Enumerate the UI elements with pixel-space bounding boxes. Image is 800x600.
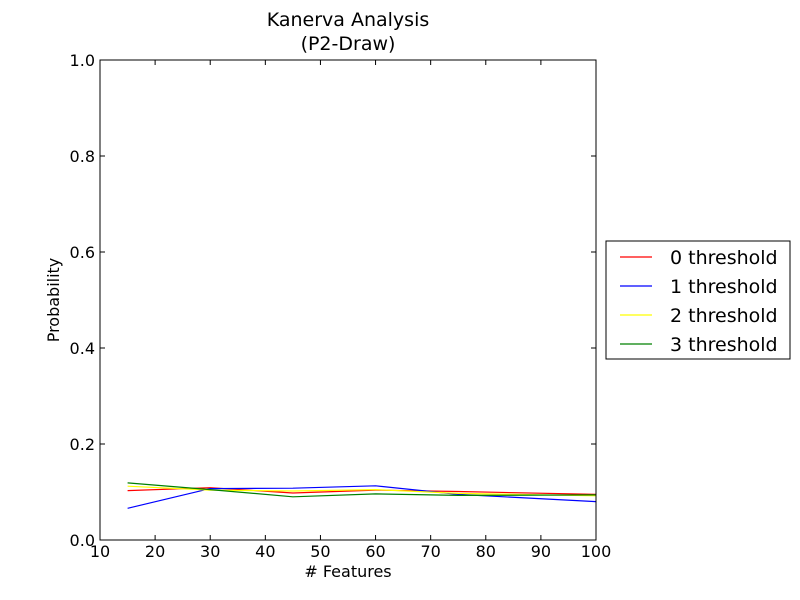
y-tick-label: 0.8 bbox=[70, 147, 95, 166]
series-line-3 bbox=[127, 482, 597, 498]
x-tick-label: 20 bbox=[145, 542, 165, 561]
plot-frame bbox=[99, 59, 597, 541]
plot-area: 10 20 30 40 50 60 70 80 90 100 0.0 0.2 0.4 0.6 0.8 1.0 bbox=[70, 51, 612, 561]
x-axis-label: # Features bbox=[304, 562, 391, 581]
x-tick-label: 10 bbox=[90, 542, 110, 561]
chart-subtitle: (P2-Draw) bbox=[301, 33, 396, 55]
y-tick-label: 0.0 bbox=[70, 531, 95, 550]
y-axis-label: Probability bbox=[44, 258, 63, 343]
legend-label-1: 1 threshold bbox=[670, 276, 778, 298]
series-line-2 bbox=[127, 485, 597, 497]
x-tick-label: 90 bbox=[531, 542, 551, 561]
legend-label-2: 2 threshold bbox=[670, 305, 778, 327]
y-tick-label: 1.0 bbox=[70, 51, 95, 70]
legend: 0 threshold 1 threshold 2 threshold 3 thres… bbox=[605, 240, 791, 360]
y-tick-label: 0.4 bbox=[70, 339, 95, 358]
x-tick-label: 70 bbox=[420, 542, 440, 561]
x-tick-label: 50 bbox=[310, 542, 330, 561]
y-tick-label: 0.6 bbox=[70, 243, 95, 262]
x-tick-label: 100 bbox=[581, 542, 612, 561]
x-tick-label: 80 bbox=[476, 542, 496, 561]
x-tick-label: 40 bbox=[255, 542, 275, 561]
y-tick-label: 0.2 bbox=[70, 435, 95, 454]
x-tick-label: 60 bbox=[365, 542, 385, 561]
legend-box bbox=[605, 240, 791, 360]
legend-label-3: 3 threshold bbox=[670, 334, 778, 356]
chart-title: Kanerva Analysis bbox=[267, 9, 430, 31]
legend-label-0: 0 threshold bbox=[670, 247, 778, 269]
x-tick-label: 30 bbox=[200, 542, 220, 561]
